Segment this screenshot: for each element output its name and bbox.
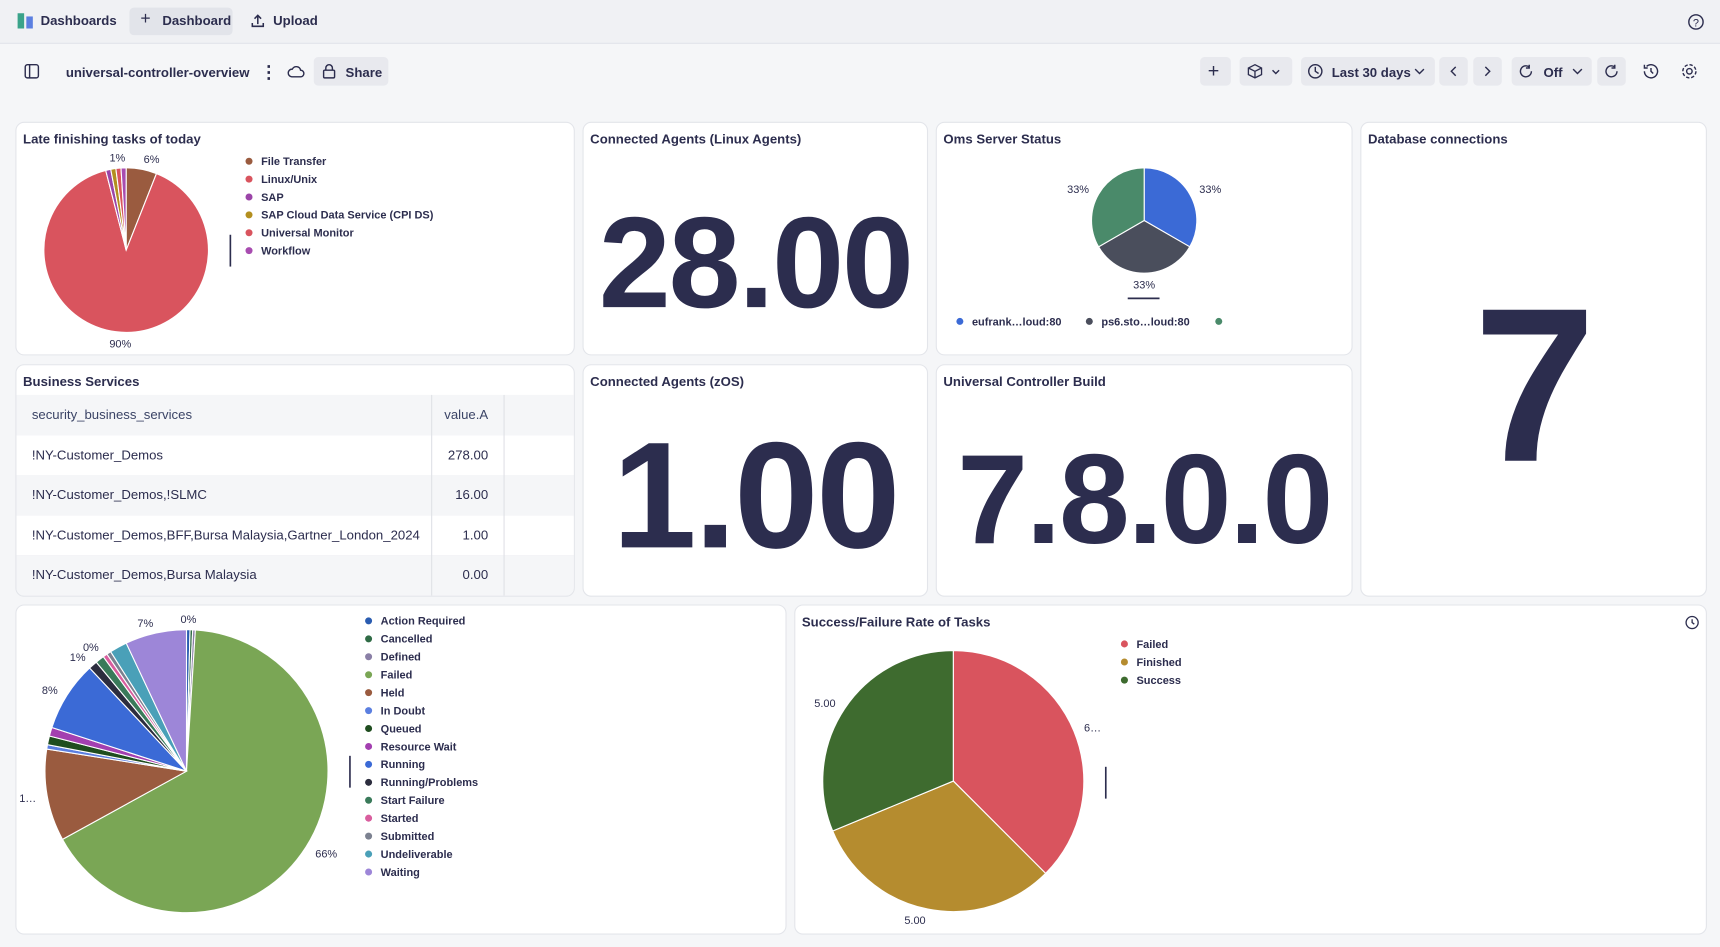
refresh-interval-icon (1519, 64, 1533, 78)
single-value: 7.8.0.0 (957, 427, 1333, 571)
sidebar-toggle[interactable] (24, 64, 40, 79)
share-button[interactable] (313, 57, 389, 86)
add-tile-button[interactable] (1200, 57, 1231, 86)
share-label: Share (345, 64, 383, 81)
tile-title: Universal Controller Build (943, 374, 1106, 390)
table-row-bg (16, 475, 574, 517)
svg-text:?: ? (1693, 17, 1699, 29)
top-bar: Dashboards + Dashboard Upload ? (0, 0, 1720, 44)
tile-business-services: Business Services security_business_serv… (15, 364, 575, 597)
single-value: 28.00 (598, 190, 914, 336)
table-cell: !NY-Customer_Demos,Bursa Malaysia (31, 567, 257, 583)
tile-zos-agents: Connected Agents (zOS) 1.00 (582, 364, 929, 597)
tile-task-status (15, 604, 787, 935)
previous-button[interactable] (1439, 57, 1468, 86)
chevron-left (1450, 66, 1457, 77)
tile-title: Connected Agents (zOS) (590, 374, 745, 390)
tile-title: Business Services (23, 374, 140, 390)
table-row-bg (16, 555, 574, 596)
single-value: 1.00 (612, 411, 900, 581)
tile-title: Late finishing tasks of today (23, 131, 201, 147)
tile-success-rate: Success/Failure Rate of Tasks (794, 604, 1707, 935)
table-cell: !NY-Customer_Demos,BFF,Bursa Malaysia,Ga… (31, 527, 420, 543)
nav-dashboards[interactable]: Dashboards (40, 13, 117, 29)
plus-icon: + (140, 9, 151, 29)
table-cell: 0.00 (462, 567, 489, 583)
tile-title: Success/Failure Rate of Tasks (801, 614, 991, 630)
refresh-button[interactable] (1597, 57, 1626, 86)
table-header: security_business_services (31, 406, 193, 423)
next-button[interactable] (1473, 57, 1502, 86)
table-cell: !NY-Customer_Demos (31, 447, 164, 463)
add-icon: + (1207, 59, 1220, 82)
tile-db-connections: Database connections 7 (1360, 121, 1707, 597)
settings-icon[interactable] (1681, 63, 1699, 81)
table-header: value.A (444, 406, 489, 423)
table-cell: 1.00 (462, 527, 489, 543)
tile-title: Database connections (1367, 131, 1508, 147)
tile-controller-build: Universal Controller Build 7.8.0.0 (935, 364, 1353, 597)
column-divider (431, 394, 433, 596)
nav-dashboard[interactable]: Dashboard (162, 13, 232, 29)
timeframe-button[interactable] (1301, 57, 1435, 86)
segment-icon (1247, 63, 1280, 79)
timeframe-icon (1685, 615, 1699, 630)
refresh-label: Off (1543, 64, 1563, 81)
tile-late-tasks: Late finishing tasks of today (15, 121, 575, 356)
single-value: 7 (1473, 263, 1596, 508)
refresh-icon (1605, 64, 1618, 78)
nav-upload[interactable]: Upload (273, 13, 318, 29)
table-cell: 16.00 (455, 487, 489, 503)
tile-title: Oms Server Status (943, 131, 1062, 147)
chevron (1572, 68, 1583, 75)
tile-oms-status: Oms Server Status (935, 121, 1353, 356)
new-dashboard-button[interactable] (129, 7, 233, 36)
table-cell: !NY-Customer_Demos,!SLMC (31, 487, 207, 503)
more-menu[interactable]: ⋮ (259, 63, 278, 83)
history-icon[interactable] (1642, 63, 1660, 81)
tile-title: Connected Agents (Linux Agents) (590, 131, 802, 147)
chevron (1414, 68, 1425, 75)
timeframe-label: Last 30 days (1331, 64, 1411, 81)
app-icon (17, 13, 33, 29)
upload-icon (251, 14, 265, 28)
chevron-right (1484, 66, 1491, 77)
lock-icon (322, 64, 336, 79)
refresh-interval-button[interactable] (1511, 57, 1592, 86)
dashboard-name: universal-controller-overview (65, 64, 250, 81)
column-divider (503, 394, 505, 596)
clock-icon (1308, 64, 1323, 79)
table-cell: 278.00 (447, 447, 489, 463)
table-header-bg (16, 394, 574, 437)
help-icon[interactable]: ? (1687, 13, 1705, 31)
cloud-icon (287, 65, 305, 78)
tile-linux-agents: Connected Agents (Linux Agents) 28.00 (582, 121, 929, 356)
